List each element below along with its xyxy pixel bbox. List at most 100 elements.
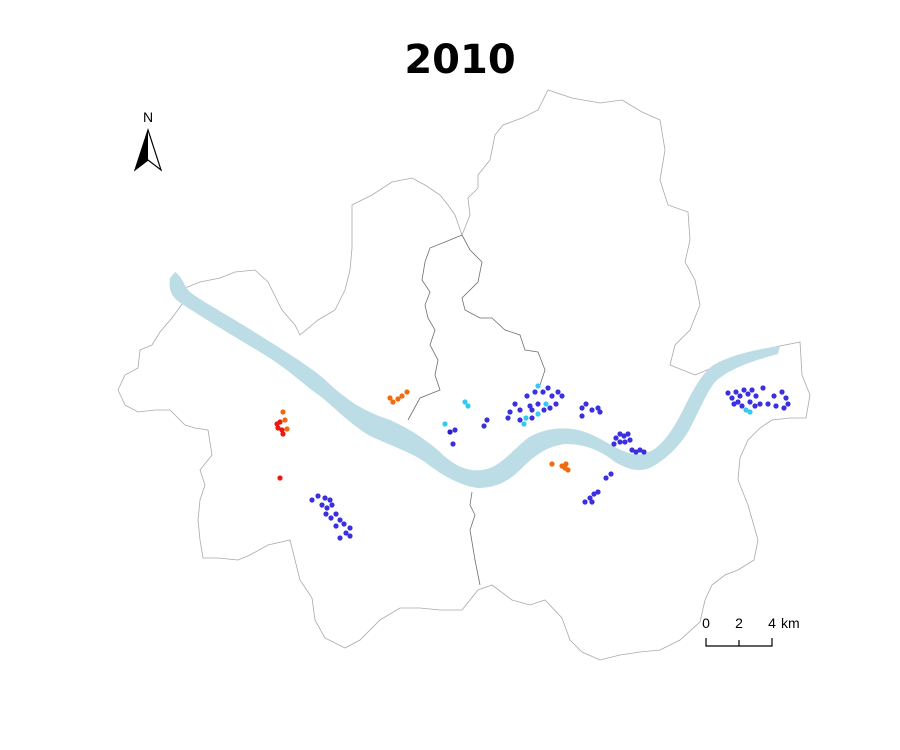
map-point <box>327 497 333 503</box>
map-point <box>280 431 286 437</box>
map-point <box>595 489 601 495</box>
map-point <box>563 461 569 467</box>
map-point <box>765 401 771 407</box>
map-point <box>323 511 329 517</box>
han-river <box>169 272 780 488</box>
points-layer <box>274 383 791 541</box>
map-point <box>591 491 597 497</box>
map-point <box>529 407 535 413</box>
map-point <box>743 407 749 413</box>
map-point <box>343 530 349 536</box>
map-point <box>549 461 555 467</box>
map-title: 2010 <box>404 37 516 83</box>
map-point <box>481 423 487 429</box>
map-point <box>737 393 743 399</box>
map-point <box>555 389 561 395</box>
map-point <box>329 502 335 508</box>
map-point <box>337 517 343 523</box>
map-point <box>613 435 619 441</box>
map-point <box>280 409 286 415</box>
district-boundary-east <box>461 234 546 386</box>
map-point <box>523 415 529 421</box>
map-point <box>452 427 458 433</box>
map-point <box>543 401 549 407</box>
map-point <box>535 401 541 407</box>
map-point <box>773 403 779 409</box>
map-point <box>275 425 281 431</box>
map-point <box>395 396 401 402</box>
map-point <box>347 533 353 539</box>
map-point <box>390 399 396 405</box>
map-point <box>535 411 541 417</box>
map-point <box>309 497 315 503</box>
map-point <box>545 385 551 391</box>
map-point <box>277 475 283 481</box>
map-point <box>347 525 353 531</box>
map-point <box>535 383 541 389</box>
map-point <box>779 389 785 395</box>
district-boundary-south <box>469 491 481 586</box>
city-boundary <box>117 89 811 661</box>
map-point <box>617 439 623 445</box>
map-point <box>603 475 609 481</box>
map-point <box>741 387 747 393</box>
map-point <box>725 390 731 396</box>
map-point <box>527 403 533 409</box>
map-point <box>399 393 405 399</box>
scale-tick-2: 2 <box>735 615 743 631</box>
map-point <box>517 407 523 413</box>
map-point <box>595 405 601 411</box>
district-boundary-central <box>407 234 463 421</box>
map-point <box>484 417 490 423</box>
map-point <box>622 439 628 445</box>
map-point <box>333 523 339 529</box>
map-point <box>608 471 614 477</box>
map-point <box>781 405 787 411</box>
map-point <box>507 409 513 415</box>
map-point <box>337 535 343 541</box>
map-point <box>579 413 585 419</box>
map-point <box>749 387 755 393</box>
map-point <box>524 393 530 399</box>
map-point <box>783 395 789 401</box>
scale-bar: 0 2 4 km <box>702 615 800 647</box>
map-point <box>387 395 393 401</box>
map-point <box>540 389 546 395</box>
map-point <box>512 401 518 407</box>
map-point <box>282 417 288 423</box>
map-point <box>589 499 595 505</box>
map-point <box>328 515 334 521</box>
map-point <box>274 421 280 427</box>
map-point <box>752 403 758 409</box>
map-point <box>771 393 777 399</box>
map-point <box>637 447 643 453</box>
map-point <box>549 393 555 399</box>
map-point <box>753 393 759 399</box>
map-point <box>745 391 751 397</box>
map-point <box>547 405 553 411</box>
map-point <box>735 399 741 405</box>
map-point <box>579 405 585 411</box>
map-point <box>611 441 617 447</box>
map-point <box>785 401 791 407</box>
map-point <box>462 399 468 405</box>
map-point <box>760 385 766 391</box>
north-arrow-label: N <box>143 109 153 125</box>
map-point <box>589 407 595 413</box>
map-point <box>582 499 588 505</box>
map-point <box>324 505 330 511</box>
map-point <box>747 409 753 415</box>
map-point <box>465 403 471 409</box>
map-point <box>731 401 737 407</box>
scale-bar-line <box>705 638 773 647</box>
map-point <box>617 431 623 437</box>
map-point <box>597 409 603 415</box>
scale-tick-0: 0 <box>702 615 710 631</box>
map-point <box>627 437 633 443</box>
map-point <box>279 427 285 433</box>
map-point <box>541 407 547 413</box>
map-point <box>505 415 511 421</box>
map-point <box>641 449 647 455</box>
map-point <box>315 493 321 499</box>
